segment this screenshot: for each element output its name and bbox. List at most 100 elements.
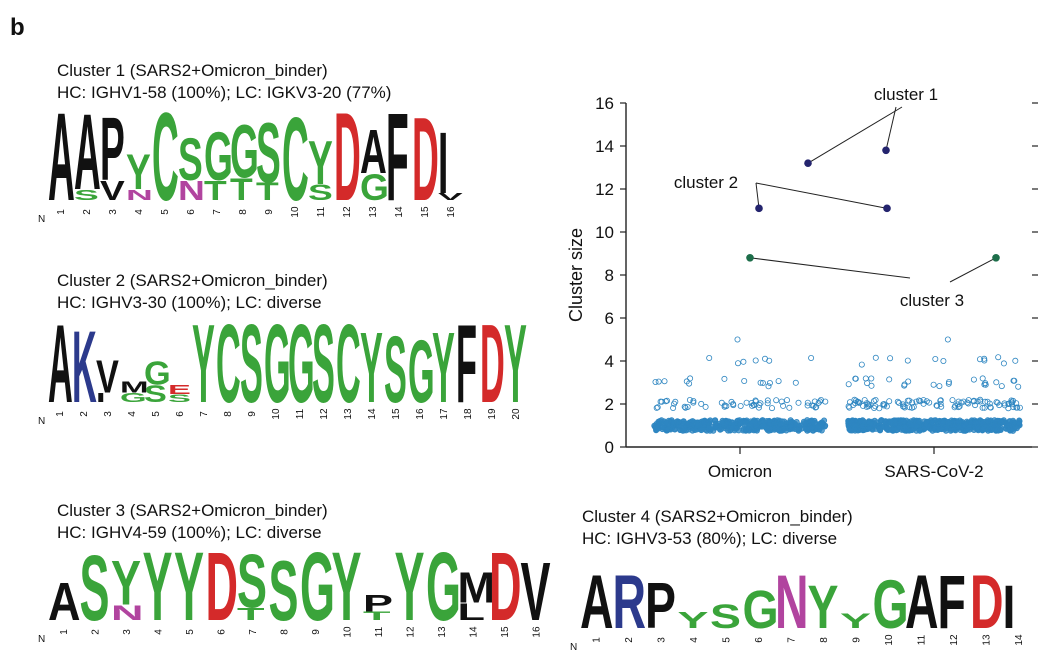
logo-letter-s: S [144,381,167,408]
scatter-point [655,378,662,385]
logo-letter-p: P [645,569,676,641]
scatter-point [979,375,986,382]
scatter-point [979,404,986,411]
position-tick-label: 8 [819,637,830,643]
position-tick-label: 11 [295,408,306,419]
scatter-point [1013,404,1020,411]
logo-letter-d: D [489,533,522,642]
scatter-point [954,401,961,408]
position-tick-label: 10 [884,634,895,646]
scatter-point [670,404,677,411]
scatter-point [945,380,952,387]
logo-letter-i: I [1003,574,1016,642]
logo-letter-n: N [178,175,205,206]
logo-letter-e: E [168,382,191,397]
logo-letter-g: G [204,118,233,195]
scatter-point [981,404,988,411]
scatter-point [939,419,946,426]
scatter-point [804,399,811,406]
cluster-2-title: Cluster 2 (SARS2+Omicron_binder) [57,271,328,290]
scatter-point [773,397,780,404]
scatter-point [779,418,786,425]
scatter-point [866,401,873,408]
position-tick-label: 10 [290,206,301,218]
scatter-point [729,424,736,431]
panel-label: b [10,14,25,41]
logo-letter-d: D [412,92,439,226]
scatter-point [966,423,973,430]
position-tick-label: 8 [279,629,290,635]
logo-letter-s: S [80,537,110,640]
scatter-point [960,398,967,405]
scatter-point [741,377,748,384]
position-tick-label: 7 [212,209,223,215]
scatter-point [689,427,696,434]
cluster-4-title: Cluster 4 (SARS2+Omicron_binder) [582,507,853,526]
logo-letter-g: G [426,533,461,642]
scatter-point [662,398,669,405]
scatter-point [934,402,941,409]
position-tick-label: 9 [311,629,322,635]
position-tick-label: 4 [134,209,145,215]
logo-letter-s: S [168,392,191,404]
cluster-size-scatter-chart: 0 2 4 6 8 10 12 14 16 Omicron SARS-CoV-2 Cluster si… [566,85,1038,481]
scatter-point [899,401,906,408]
scatter-point [932,355,939,362]
scatter-point [881,402,888,409]
scatter-point [681,427,688,434]
logo-letter-c: C [282,92,309,226]
logo-letter-y: Y [360,311,383,423]
scatter-point [997,418,1004,425]
scatter-point [906,404,913,411]
position-tick-label: 12 [319,408,330,420]
position-tick-label: 3 [103,411,114,417]
scatter-point [1009,427,1016,434]
logo-letter-k: K [72,311,97,425]
scatter-point [783,397,790,404]
scatter-point [940,357,947,364]
annotation-leader-line [807,106,903,164]
position-tick-label: 4 [127,411,138,417]
logo-letter-g: G [743,580,779,640]
cluster-1-subtitle: HC: IGHV1-58 (100%); LC: IGKV3-20 (77%) [57,83,392,102]
scatter-point [871,404,878,411]
scatter-point [882,418,889,425]
scatter-point [653,404,660,411]
logo-letter-y: Y [808,574,839,642]
position-tick-label: 20 [511,408,522,420]
logo-letter-m: M [458,564,495,612]
scatter-point [653,427,660,434]
logo-letter-g: G [288,303,315,426]
n-terminus-label: N [570,642,577,653]
cluster-4-subtitle: HC: IGHV3-53 (80%); LC: diverse [582,529,838,548]
scatter-point [808,418,815,425]
logo-letter-t: T [256,177,279,205]
scatter-point [1015,419,1022,426]
position-tick-label: 3 [656,637,667,643]
scatter-point [888,418,895,425]
logo-letter-a: A [74,93,101,213]
scatter-point [682,404,689,411]
scatter-point [875,425,882,432]
position-tick-label: 15 [500,626,511,638]
scatter-point [998,383,1005,390]
highlighted-point [804,159,812,167]
position-tick-label: 17 [439,408,450,420]
cluster-4-caption: Cluster 4 (SARS2+Omicron_binder) HC: IGH… [582,506,853,550]
logo-letter-g: G [300,533,335,642]
scatter-point [700,419,707,426]
scatter-point [937,397,944,404]
scatter-point [913,422,920,429]
scatter-point [949,397,956,404]
scatter-point [721,375,728,382]
position-tick-label: 12 [949,634,960,646]
scatter-point [1001,402,1008,409]
scatter-point [659,424,666,431]
scatter-point [815,399,822,406]
scatter-point [702,403,709,410]
y-tick-label: 0 [605,438,614,457]
scatter-point [808,424,815,431]
position-tick-label: 7 [199,411,210,417]
